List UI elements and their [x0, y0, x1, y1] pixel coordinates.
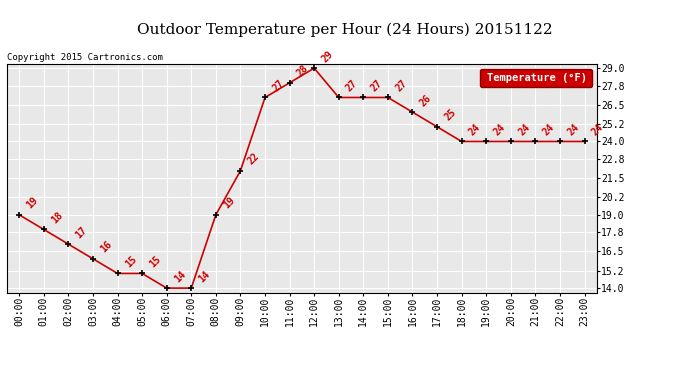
Text: 14: 14 — [197, 268, 213, 284]
Text: 27: 27 — [344, 78, 359, 93]
Text: 27: 27 — [270, 78, 286, 93]
Text: 24: 24 — [516, 122, 532, 137]
Text: 22: 22 — [246, 151, 262, 166]
Text: 17: 17 — [74, 225, 89, 240]
Text: 24: 24 — [541, 122, 556, 137]
Text: 28: 28 — [295, 63, 310, 79]
Text: 25: 25 — [442, 107, 458, 123]
Text: 29: 29 — [319, 49, 335, 64]
Text: 15: 15 — [123, 254, 139, 269]
Text: 24: 24 — [590, 122, 606, 137]
Text: 19: 19 — [221, 195, 237, 211]
Text: Outdoor Temperature per Hour (24 Hours) 20151122: Outdoor Temperature per Hour (24 Hours) … — [137, 22, 553, 37]
Text: 15: 15 — [148, 254, 163, 269]
Text: Copyright 2015 Cartronics.com: Copyright 2015 Cartronics.com — [7, 53, 163, 62]
Text: 24: 24 — [566, 122, 581, 137]
Text: 24: 24 — [467, 122, 482, 137]
Text: 24: 24 — [492, 122, 507, 137]
Text: 27: 27 — [393, 78, 409, 93]
Text: 27: 27 — [369, 78, 384, 93]
Text: 16: 16 — [99, 239, 114, 255]
Legend: Temperature (°F): Temperature (°F) — [480, 69, 591, 87]
Text: 26: 26 — [418, 93, 433, 108]
Text: 14: 14 — [172, 268, 188, 284]
Text: 18: 18 — [49, 210, 65, 225]
Text: 19: 19 — [25, 195, 40, 211]
